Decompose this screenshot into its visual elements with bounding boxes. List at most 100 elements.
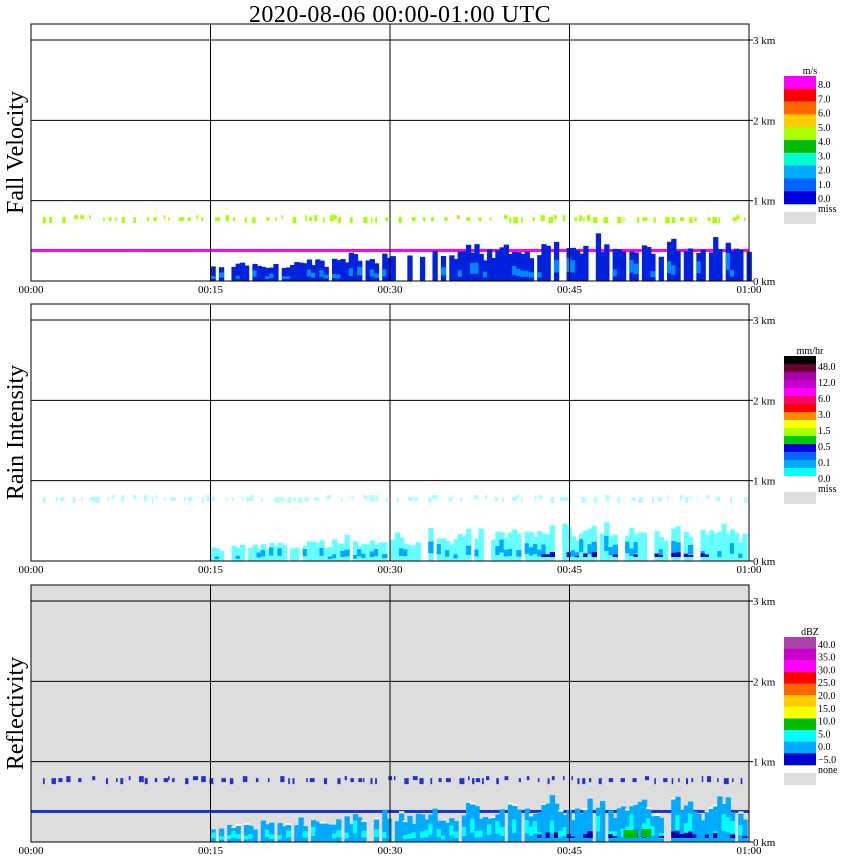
x-tick-label: 00:15 xyxy=(198,564,224,576)
echo-dash xyxy=(323,778,328,785)
echo-core xyxy=(331,274,338,279)
colorbar-label: 6.0 xyxy=(818,109,831,120)
echo-dash xyxy=(563,497,568,502)
echo-column xyxy=(725,533,731,561)
x-tick-label: 00:45 xyxy=(557,564,583,576)
echo-column xyxy=(696,813,702,842)
echo-core xyxy=(269,834,275,839)
echo-dash xyxy=(201,776,206,783)
echo-column xyxy=(549,795,556,842)
echo-column xyxy=(600,252,606,281)
echo-dash xyxy=(266,217,270,222)
echo-core xyxy=(717,551,723,558)
echo-dash xyxy=(93,497,99,504)
echo-column xyxy=(646,246,652,281)
echo-dash xyxy=(374,495,378,502)
y-tick-label: 2 km xyxy=(753,676,776,688)
colorbar-swatch xyxy=(784,695,816,708)
echo-dash xyxy=(111,495,115,500)
echo-column xyxy=(692,811,698,842)
colorbar-label: 8.0 xyxy=(818,80,831,91)
echo-core xyxy=(436,829,442,837)
y-tick-label: 3 km xyxy=(753,35,776,47)
colorbar-swatch xyxy=(784,191,816,205)
echo-column xyxy=(704,812,711,842)
echo-dash xyxy=(144,495,148,502)
echo-column xyxy=(570,820,576,842)
echo-dash xyxy=(632,778,637,783)
y-axis-title: Reflectivity xyxy=(3,657,29,770)
echo-column xyxy=(302,263,308,281)
echo-core xyxy=(260,549,267,557)
echo-column xyxy=(214,548,220,561)
echo-core xyxy=(269,273,275,279)
echo-core xyxy=(574,552,581,558)
x-tick-label: 00:45 xyxy=(557,284,583,296)
echo-core xyxy=(256,552,262,558)
echo-dash xyxy=(689,495,692,502)
echo-dash xyxy=(115,217,118,222)
echo-dash xyxy=(49,217,52,224)
echo-column xyxy=(662,540,669,561)
echo-core xyxy=(612,544,618,555)
echo-core xyxy=(507,548,514,557)
echo-column xyxy=(545,803,551,842)
echo-core xyxy=(671,540,677,553)
echo-dash xyxy=(482,778,484,785)
colorbar-swatch xyxy=(784,468,816,477)
echo-column xyxy=(583,530,589,561)
echo-core xyxy=(729,821,736,834)
echo-column xyxy=(713,806,719,842)
echo-dash xyxy=(706,495,710,500)
echo-dash xyxy=(89,215,91,220)
echo-dash xyxy=(206,495,211,502)
echo-dash xyxy=(168,217,170,222)
echo-column xyxy=(708,530,715,561)
echo-dash xyxy=(689,217,693,224)
echo-core xyxy=(407,834,413,839)
echo-dash xyxy=(419,778,424,785)
y-tick-label: 2 km xyxy=(753,115,776,127)
echo-dash xyxy=(445,778,451,783)
echo-core xyxy=(474,549,480,557)
echo-column xyxy=(583,810,589,842)
echo-core xyxy=(306,269,313,277)
echo-core xyxy=(235,555,241,559)
echo-dash xyxy=(485,776,490,781)
echo-column xyxy=(700,529,706,561)
plot-frame xyxy=(30,303,750,562)
echo-dash xyxy=(358,778,363,783)
echo-edge xyxy=(512,803,518,806)
echo-column xyxy=(264,267,271,281)
echo-dash xyxy=(582,778,586,785)
echo-column xyxy=(549,525,556,561)
echo-column xyxy=(541,244,547,281)
echo-strong-core xyxy=(683,553,690,557)
echo-column xyxy=(319,823,325,842)
echo-core xyxy=(428,541,434,554)
echo-core xyxy=(285,830,292,838)
echo-dash xyxy=(163,778,169,783)
colorbar-swatch xyxy=(784,152,816,166)
echo-edge xyxy=(398,811,405,814)
echo-dash xyxy=(322,217,325,224)
echo-dash xyxy=(553,215,557,220)
colorbar-swatch xyxy=(784,76,816,90)
echo-dash xyxy=(187,217,191,222)
echo-strong-core xyxy=(713,833,719,838)
echo-column xyxy=(671,238,677,281)
colorbar-unit: mm/hr xyxy=(797,346,824,357)
echo-dash xyxy=(663,778,668,783)
echo-core xyxy=(549,820,556,834)
echo-core xyxy=(675,815,681,832)
echo-dash xyxy=(178,217,184,222)
echo-column xyxy=(612,248,618,281)
echo-column xyxy=(415,813,422,842)
echo-dash xyxy=(221,778,226,783)
echo-column xyxy=(386,818,392,842)
echo-strong-core xyxy=(704,834,711,838)
echo-core xyxy=(231,830,237,838)
x-tick-label: 00:15 xyxy=(198,284,224,296)
echo-dash xyxy=(574,217,578,222)
